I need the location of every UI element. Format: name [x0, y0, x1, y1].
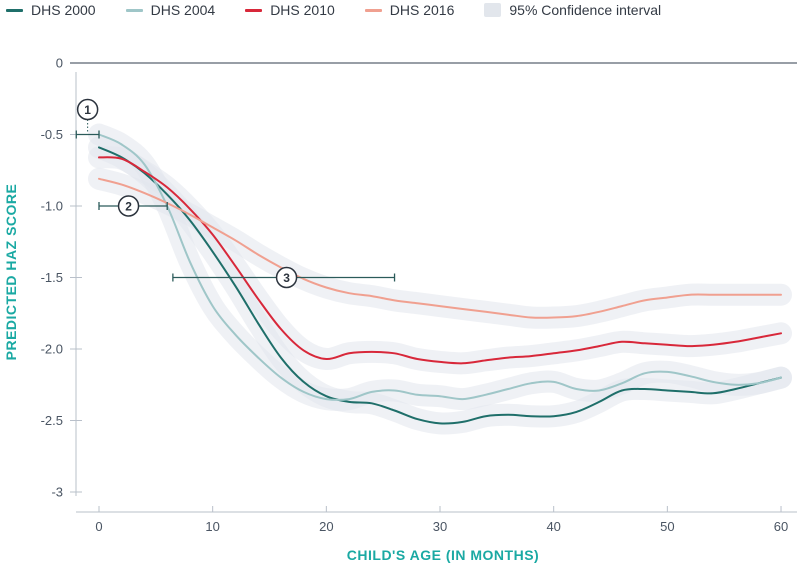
annotations-layer: 1 2 3 [75, 98, 396, 289]
x-tick-label: 0 [95, 519, 102, 534]
legend-item-dhs-2016: DHS 2016 [364, 2, 455, 18]
series-line-dhs-2004 [98, 133, 782, 401]
annotation-3-marker [275, 266, 298, 289]
y-tick-label: 0 [56, 56, 63, 71]
x-tick-label: 40 [546, 519, 560, 534]
legend-swatch-dhs-2010 [245, 8, 263, 12]
y-tick-label: -1.0 [41, 199, 63, 214]
annotation-2-marker [117, 195, 140, 217]
legend-label-dhs-2010: DHS 2010 [270, 2, 335, 18]
x-tick-label: 10 [205, 519, 219, 534]
legend-item-dhs-2000: DHS 2000 [6, 2, 96, 18]
series-line-dhs-2010 [98, 156, 782, 365]
y-axis-title: PREDICTED HAZ SCORE [3, 184, 19, 361]
legend-label-dhs-2004: DHS 2004 [150, 2, 216, 18]
legend-item-dhs-2010: DHS 2010 [245, 2, 335, 18]
legend-label-dhs-2016: DHS 2016 [389, 2, 455, 18]
y-tick-label: -1.5 [41, 270, 63, 285]
x-tick-label: 20 [319, 519, 333, 534]
legend-swatch-dhs-2004 [125, 8, 143, 12]
series-line-dhs-2000 [98, 146, 782, 425]
y-tick-label: -2.0 [41, 342, 63, 357]
annotation-2-label: 2 [125, 199, 132, 213]
legend-item-dhs-2004: DHS 2004 [125, 2, 216, 18]
legend-label-dhs-2000: DHS 2000 [31, 2, 96, 18]
x-tick-label: 30 [433, 519, 447, 534]
y-tick-label: -3 [51, 485, 63, 500]
legend-swatch-dhs-2000 [6, 8, 23, 12]
legend: DHS 2000 DHS 2004 DHS 2010 DHS 2016 95% … [6, 2, 691, 18]
x-tick-label: 50 [660, 519, 674, 534]
x-tick-label: 60 [774, 519, 788, 534]
series-line-dhs-2016 [98, 177, 782, 319]
legend-label-confidence-interval: 95% Confidence interval [509, 2, 662, 18]
legend-swatch-confidence-interval [484, 3, 502, 17]
annotation-1-label: 1 [84, 103, 91, 117]
legend-swatch-dhs-2016 [364, 8, 382, 12]
x-axis-title: CHILD'S AGE (IN MONTHS) [347, 547, 539, 563]
y-tick-label: -2.5 [41, 413, 63, 428]
y-tick-label: -0.5 [41, 127, 63, 142]
legend-item-confidence-interval: 95% Confidence interval [484, 2, 661, 18]
annotation-3-label: 3 [283, 271, 290, 285]
annotation-1-marker [76, 98, 99, 121]
confidence-bands-layer [88, 123, 792, 435]
series-lines-layer [98, 133, 782, 425]
axes-layer: 0 -0.5 -1.0 -1.5 -2.0 -2.5 -3 0 10 20 30 40 50 60 [41, 56, 797, 534]
